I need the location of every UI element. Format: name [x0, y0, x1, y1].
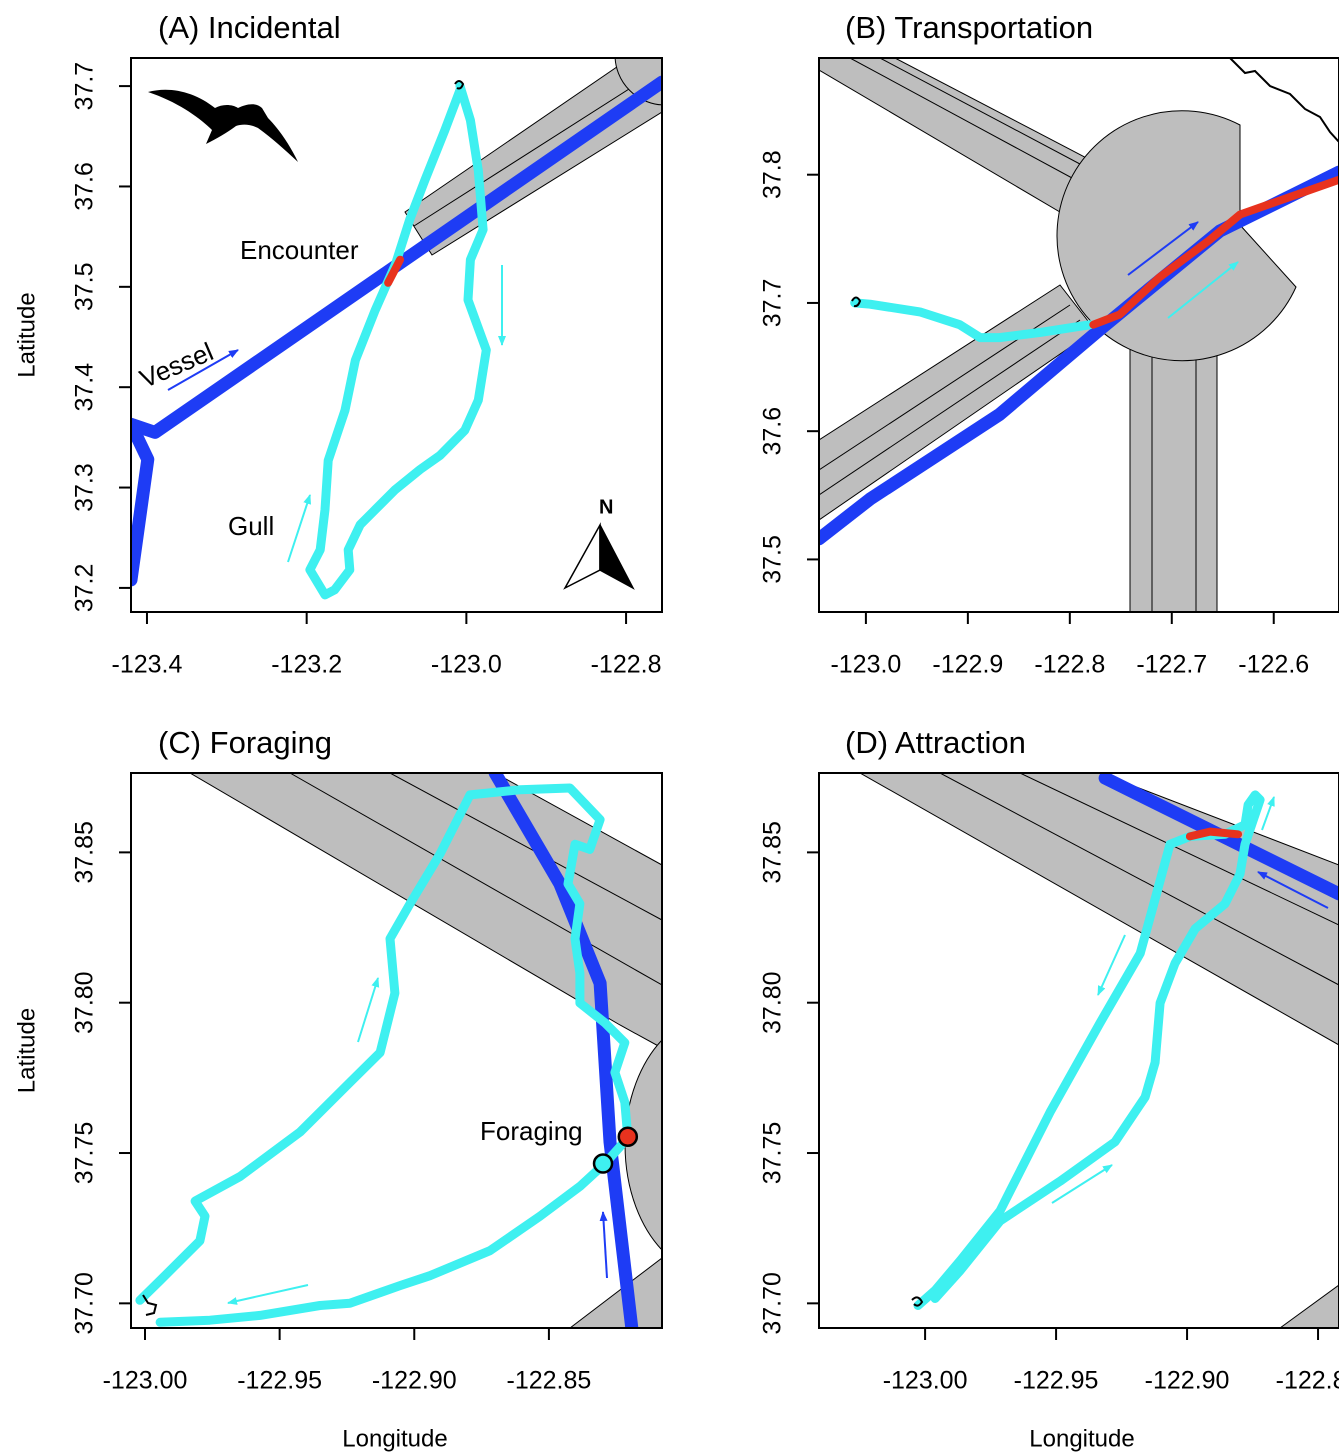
foraging-marker — [592, 1153, 614, 1174]
x-tick-label: -122.95 — [237, 1367, 322, 1395]
panel-title: (A) Incidental — [158, 10, 341, 45]
x-tick-label: -123.4 — [112, 651, 183, 679]
x-axis-label: Longitude — [1029, 1425, 1134, 1452]
y-tick-label: 37.85 — [759, 821, 787, 884]
panel-title: (C) Foraging — [158, 725, 332, 760]
track — [913, 790, 1265, 1310]
y-tick-label: 37.3 — [71, 463, 99, 512]
x-tick-label: -122.85 — [1276, 1367, 1339, 1395]
y-axis-label: Latitude — [13, 1008, 40, 1093]
y-tick-label: 37.5 — [71, 262, 99, 311]
track — [488, 773, 639, 1328]
y-tick-label: 37.80 — [71, 971, 99, 1034]
y-axis-label: Latitude — [13, 292, 40, 377]
y-tick-label: 37.4 — [71, 363, 99, 412]
panel-title: (D) Attraction — [845, 725, 1026, 760]
y-tick-label: 37.2 — [71, 564, 99, 613]
plot-area — [135, 773, 639, 1328]
y-tick-label: 37.5 — [759, 535, 787, 584]
y-tick-label: 37.80 — [759, 971, 787, 1034]
x-axis-label: Longitude — [342, 1425, 447, 1452]
plot-area — [131, 75, 662, 600]
x-tick-label: -122.6 — [1238, 651, 1309, 679]
annotation: N — [599, 496, 613, 518]
plot-area — [913, 773, 1339, 1310]
x-tick-label: -122.85 — [507, 1367, 592, 1395]
plot-area — [819, 165, 1339, 546]
plot-frame — [130, 772, 663, 1329]
track — [850, 298, 1095, 343]
annotation: Encounter — [240, 235, 359, 265]
shipping-lanes — [189, 773, 662, 1328]
track — [1089, 175, 1339, 329]
track — [819, 165, 1339, 546]
north-arrow — [563, 522, 635, 590]
plot-frame — [818, 57, 1339, 613]
annotation: Foraging — [480, 1116, 583, 1146]
direction-arrows — [167, 221, 1329, 1305]
plot-frame — [818, 772, 1339, 1329]
y-tick-label: 37.70 — [71, 1272, 99, 1335]
panel-title: (B) Transportation — [845, 10, 1093, 45]
y-tick-label: 37.75 — [759, 1122, 787, 1185]
foraging-marker — [617, 1126, 639, 1148]
shipping-lanes — [404, 58, 662, 256]
y-tick-label: 37.7 — [759, 279, 787, 328]
y-tick-label: 37.85 — [71, 821, 99, 884]
x-tick-label: -123.00 — [103, 1367, 188, 1395]
x-tick-label: -123.2 — [271, 651, 342, 679]
frames — [130, 57, 1339, 1329]
y-tick-label: 37.6 — [759, 407, 787, 456]
y-tick-label: 37.75 — [71, 1122, 99, 1185]
x-tick-label: -122.90 — [1145, 1367, 1230, 1395]
plot-frame — [130, 57, 663, 613]
x-tick-label: -123.0 — [431, 651, 502, 679]
x-tick-label: -122.90 — [372, 1367, 457, 1395]
y-tick-label: 37.7 — [71, 62, 99, 111]
x-tick-label: -122.95 — [1014, 1367, 1099, 1395]
bird-icon — [148, 89, 298, 162]
x-tick-label: -122.9 — [932, 651, 1003, 679]
y-tick-label: 37.8 — [759, 150, 787, 199]
coastline — [142, 57, 1339, 1316]
x-tick-label: -122.8 — [1034, 651, 1105, 679]
x-tick-label: -122.8 — [591, 651, 662, 679]
track — [305, 81, 491, 600]
x-tick-label: -123.00 — [883, 1367, 968, 1395]
track — [384, 255, 405, 287]
axes: (A) Incidental Latitude -123.4 -123.2 -123.0… — [13, 10, 1339, 1452]
annotation: Gull — [228, 511, 274, 541]
y-tick-label: 37.6 — [71, 162, 99, 211]
track — [135, 783, 633, 1327]
shipping-lanes — [819, 58, 1297, 612]
track — [1185, 827, 1243, 841]
x-tick-label: -123.0 — [830, 651, 901, 679]
track — [131, 75, 662, 587]
x-tick-label: -122.7 — [1136, 651, 1207, 679]
y-tick-label: 37.70 — [759, 1272, 787, 1335]
